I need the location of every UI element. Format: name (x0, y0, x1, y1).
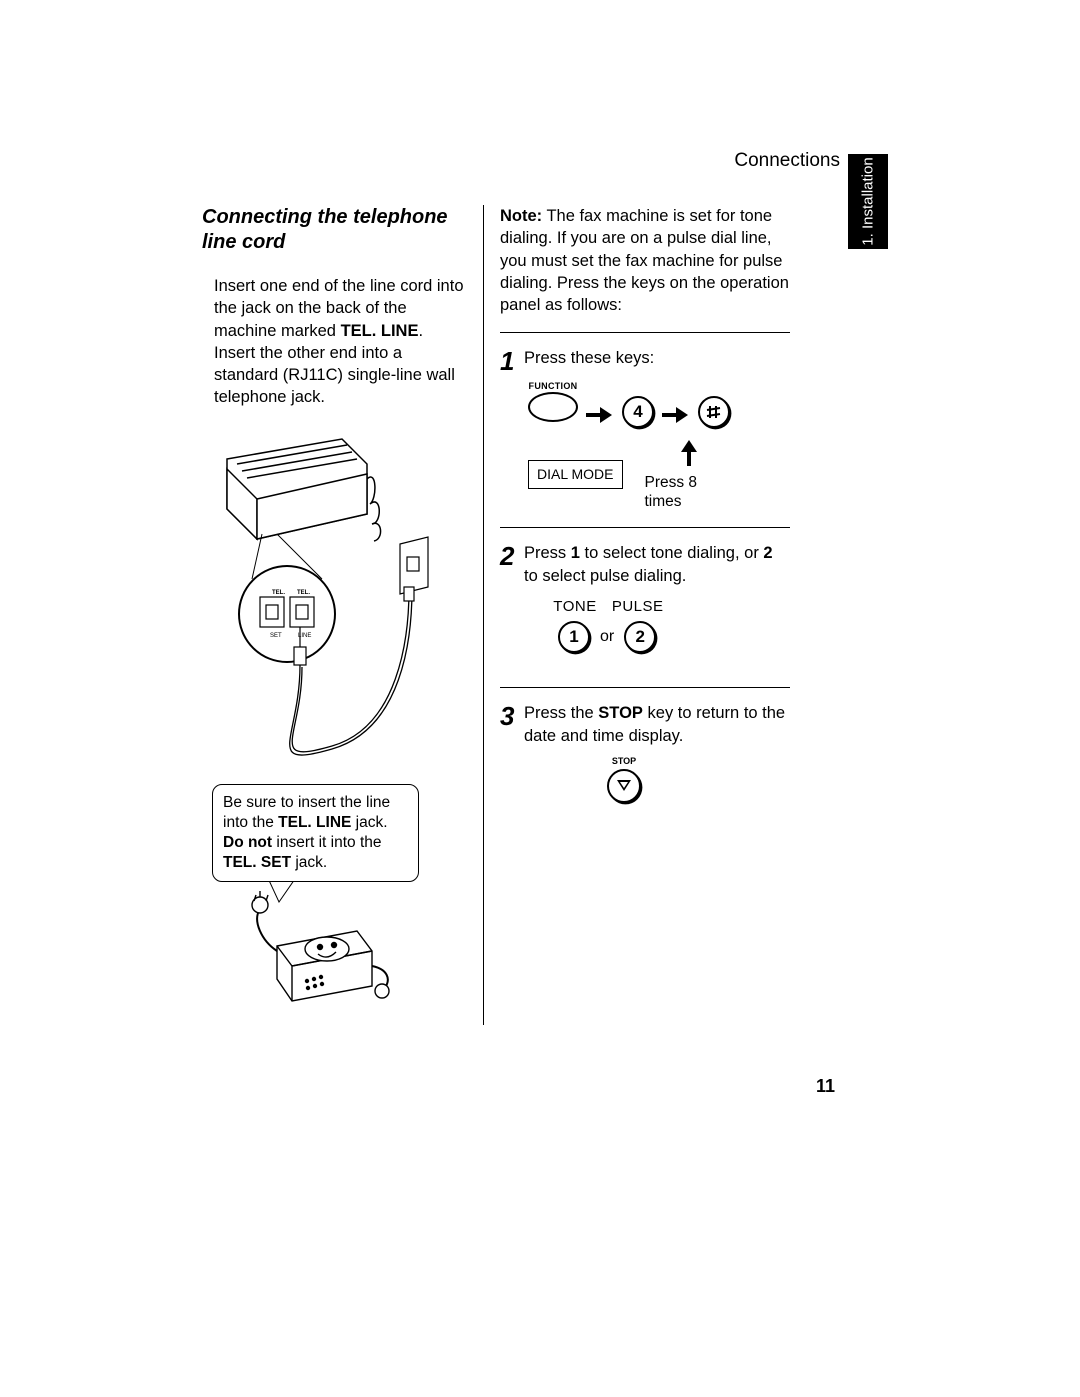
step-2-number: 2 (500, 542, 524, 569)
callout-text-e: insert it into the (272, 834, 381, 851)
arrow-right-icon (662, 409, 690, 421)
left-column: Connecting the telephone line cord Inser… (202, 205, 464, 1009)
chapter-tab: 1. Installation (848, 154, 888, 249)
key-4-icon: 4 (622, 396, 654, 428)
stop-key-label: STOP (604, 755, 644, 767)
step2-text-c: to select tone dialing, or (580, 544, 763, 562)
right-column: Note: The fax machine is set for tone di… (500, 205, 790, 803)
note-body: The fax machine is set for tone dialing.… (500, 207, 789, 314)
step2-text-e: to select pulse dialing. (524, 567, 686, 585)
divider-1 (500, 332, 790, 333)
mascot-icon (232, 891, 402, 1011)
or-label: or (600, 626, 614, 648)
lcd-display: DIAL MODE (528, 460, 623, 489)
pulse-label: PULSE (609, 597, 667, 617)
press8-line2: times (645, 493, 682, 510)
step2-bold-2: 2 (763, 544, 772, 562)
chapter-tab-label: 1. Installation (860, 157, 877, 245)
step-1-text: Press these keys: (524, 347, 790, 369)
intro-text-a: Insert one end of the line cord into the… (214, 277, 464, 340)
step-1: 1 Press these keys: FUNCTION 4 (500, 347, 790, 511)
callout-bold-telset: TEL. SET (223, 854, 291, 871)
tone-label: TONE (546, 597, 604, 617)
step3-text-a: Press the (524, 704, 598, 722)
key-1-icon: 1 (558, 621, 590, 653)
header-section: Connections (734, 150, 840, 172)
svg-text:TEL.: TEL. (272, 590, 285, 596)
column-divider (483, 205, 484, 1025)
intro-paragraph: Insert one end of the line cord into the… (214, 275, 464, 409)
stop-key-icon (607, 769, 641, 803)
connection-illustration: TEL. TEL. SET LINE (202, 429, 452, 1009)
step-2: 2 Press 1 to select tone dialing, or 2 t… (500, 542, 790, 653)
press8-line1: Press 8 (645, 474, 698, 491)
step3-bold-stop: STOP (598, 704, 643, 722)
step-3: 3 Press the STOP key to return to the da… (500, 702, 790, 803)
callout-text-c: jack. (351, 814, 387, 831)
fax-connection-svg: TEL. TEL. SET LINE (202, 429, 452, 779)
arrow-up-icon (683, 438, 695, 466)
callout-text-g: jack. (291, 854, 327, 871)
intro-bold-telline: TEL. LINE (341, 322, 419, 340)
key-2-icon: 2 (624, 621, 656, 653)
step2-text-a: Press (524, 544, 571, 562)
svg-text:TEL.: TEL. (297, 590, 310, 596)
function-key-icon (528, 392, 578, 422)
callout-bold-telline: TEL. LINE (278, 814, 351, 831)
step-1-number: 1 (500, 347, 524, 374)
note-label: Note: (500, 207, 542, 225)
step-3-number: 3 (500, 702, 524, 729)
page-number: 11 (816, 1076, 835, 1097)
key-hash-icon (698, 396, 730, 428)
svg-text:SET: SET (270, 633, 282, 639)
step2-bold-1: 1 (571, 544, 580, 562)
callout-bold-donot: Do not (223, 834, 272, 851)
note-paragraph: Note: The fax machine is set for tone di… (500, 205, 790, 316)
hash-glyph-icon (706, 404, 722, 420)
divider-2 (500, 527, 790, 528)
section-title: Connecting the telephone line cord (202, 205, 464, 255)
divider-3 (500, 687, 790, 688)
function-key-label: FUNCTION (528, 380, 578, 392)
warning-callout: Be sure to insert the line into the TEL.… (212, 784, 419, 883)
arrow-right-icon (586, 409, 614, 421)
